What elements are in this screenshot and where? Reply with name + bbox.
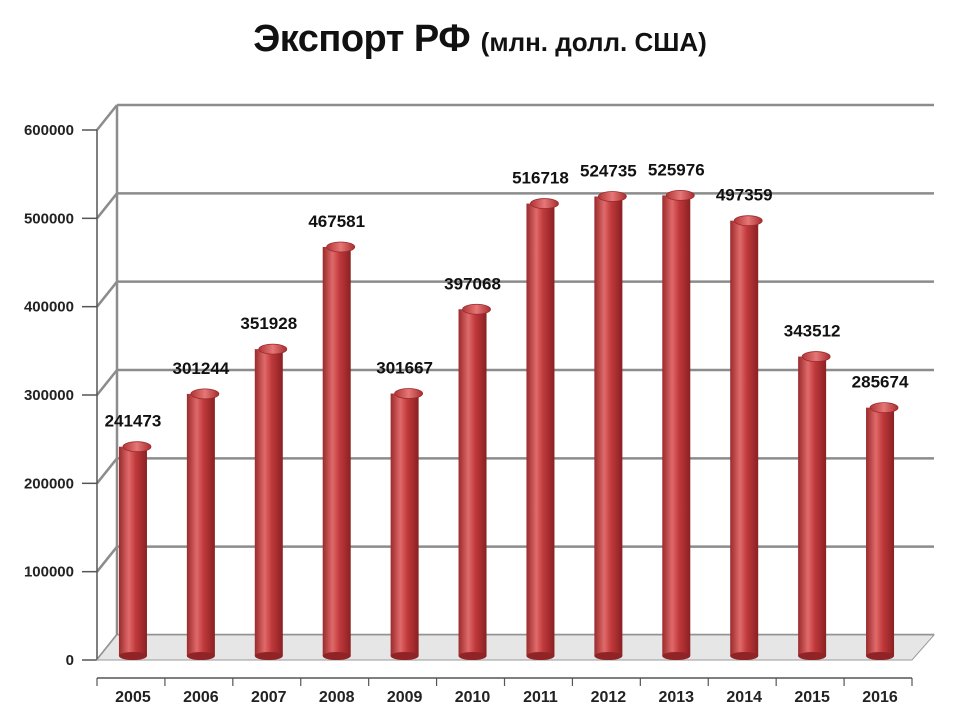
y-tick-label: 0 [66, 652, 74, 669]
bar [254, 343, 288, 660]
bar [390, 388, 424, 660]
y-tick-label: 300000 [24, 387, 74, 404]
bar [186, 388, 220, 660]
x-tick-label: 2006 [183, 689, 219, 706]
bar-cap [462, 303, 491, 315]
data-label: 301244 [173, 359, 230, 378]
bar-base [254, 652, 283, 660]
data-label: 351928 [240, 314, 297, 333]
bar-cap [530, 198, 559, 209]
bar-body [730, 220, 759, 657]
y-tick-label: 600000 [24, 122, 74, 139]
axis-layer: 0 100000 200000 300000 400000 500000 600000 [24, 105, 936, 686]
bar-base [798, 652, 827, 660]
bar [798, 351, 831, 660]
x-tick-label: 2009 [387, 689, 423, 706]
bar-cap [258, 343, 288, 355]
x-tick-label: 2014 [726, 689, 762, 706]
bar-base [186, 652, 215, 660]
data-label: 285674 [852, 373, 909, 392]
bar-base [730, 652, 759, 660]
x-tick-label: 2015 [794, 689, 830, 706]
bar-body [390, 393, 419, 656]
x-tick-label: 2010 [455, 689, 491, 706]
bar [118, 441, 152, 660]
data-label: 241473 [105, 412, 162, 431]
label-layer: 2005 241473 2006 301244 2007 351928 2008 467581… [105, 160, 909, 706]
bar-base [662, 652, 691, 660]
bar-cap [665, 189, 695, 201]
bar-base [594, 652, 623, 660]
bar-cap [733, 215, 763, 227]
bar-base [866, 652, 895, 660]
chart-title: Экспорт РФ (млн. долл. США) [0, 18, 960, 61]
bar-base [526, 652, 555, 660]
bar-cap [122, 441, 152, 453]
bar-body [594, 196, 623, 657]
bar-cap [801, 351, 831, 362]
gridline-diag [96, 457, 118, 485]
gridline-diag [96, 104, 118, 131]
chart-subtitle: (млн. долл. США) [480, 27, 707, 57]
bar-base [458, 652, 487, 660]
x-tick-label: 2016 [862, 689, 898, 706]
data-label: 343512 [784, 322, 841, 341]
data-label: 497359 [716, 186, 773, 205]
x-tick-label: 2013 [658, 689, 694, 706]
x-tick-label: 2012 [591, 689, 627, 706]
bar-body [254, 349, 283, 656]
gridline-diag [96, 545, 118, 573]
data-label: 301667 [376, 359, 433, 378]
gridline-diag [96, 369, 118, 396]
bar-body [798, 356, 827, 656]
bar [458, 303, 491, 660]
bar [866, 402, 899, 660]
bar-body [526, 203, 555, 656]
data-label: 397068 [444, 274, 501, 293]
x-tick-label: 2005 [115, 689, 151, 706]
x-tick-label: 2008 [319, 689, 355, 706]
bar [322, 241, 356, 660]
gridline-diag [96, 192, 118, 220]
y-tick-label: 400000 [24, 299, 74, 316]
y-tick-label: 200000 [24, 475, 74, 492]
bar-cap [190, 388, 220, 400]
y-tick-label: 500000 [24, 210, 74, 227]
floor [95, 634, 936, 661]
bar-body [662, 195, 691, 656]
bar-cap [597, 191, 627, 202]
gridline-diag [96, 280, 118, 308]
bar-body [322, 246, 351, 656]
data-label: 524735 [580, 161, 637, 180]
bar-cap [326, 241, 356, 253]
data-label: 525976 [648, 160, 705, 179]
bar-body [458, 309, 487, 656]
bar [594, 191, 627, 660]
data-label: 516718 [512, 169, 569, 188]
bar-base [322, 652, 351, 660]
bar [526, 198, 559, 660]
bar-body [186, 393, 215, 656]
bar-cap [394, 388, 424, 399]
bar [730, 215, 763, 660]
bar-base [118, 652, 147, 660]
bar-body [866, 407, 895, 656]
grid-layer [96, 103, 934, 661]
bar-layer [118, 189, 899, 660]
chart-title-main: Экспорт РФ [253, 18, 471, 60]
bar-cap [869, 402, 899, 414]
x-tick-label: 2007 [251, 689, 287, 706]
bar-base [390, 652, 419, 660]
x-tick-label: 2011 [523, 689, 558, 706]
y-tick-label: 100000 [24, 564, 74, 581]
bar [662, 189, 695, 660]
data-label: 467581 [308, 212, 365, 231]
bar-body [118, 446, 147, 656]
